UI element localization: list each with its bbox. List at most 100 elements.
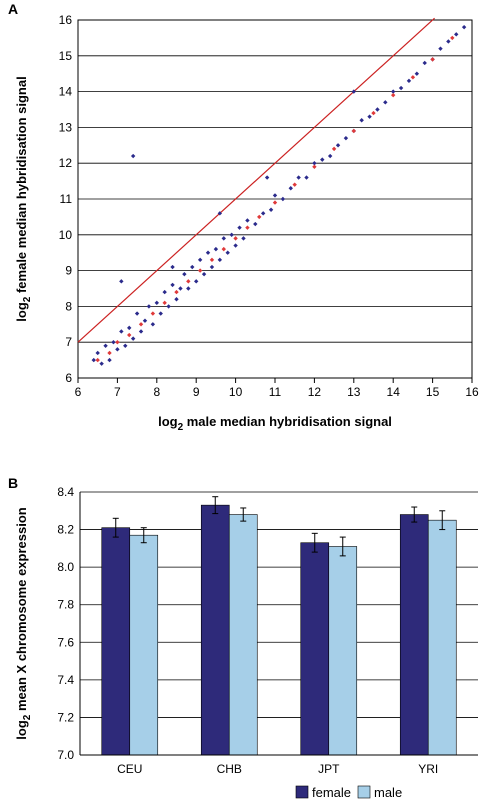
point: [461, 24, 467, 30]
y-tick-label: 16: [59, 13, 73, 27]
y-tick-label: 8.4: [57, 485, 74, 499]
point: [367, 114, 372, 119]
point: [320, 157, 325, 162]
point: [414, 71, 420, 76]
point: [186, 279, 191, 284]
point: [194, 279, 199, 284]
error-bar: [311, 532, 318, 553]
axis-label-rest: mean X chromosome expression: [14, 507, 29, 714]
point: [146, 304, 152, 309]
bar: [129, 534, 159, 756]
point: [245, 225, 250, 230]
bar: [228, 514, 258, 756]
point: [292, 182, 297, 187]
point: [134, 311, 140, 316]
point: [119, 279, 124, 284]
y-tick-label: 6: [65, 371, 72, 385]
point: [205, 250, 211, 255]
point: [162, 300, 167, 306]
point: [130, 153, 136, 159]
point: [327, 153, 333, 159]
point: [95, 357, 100, 363]
point: [229, 232, 234, 237]
point: [150, 311, 156, 316]
point: [170, 282, 175, 288]
point: [174, 297, 179, 302]
point: [119, 329, 124, 334]
point: [272, 200, 278, 205]
bar: [200, 504, 230, 756]
point: [383, 100, 388, 105]
point: [237, 225, 242, 230]
bar: [101, 527, 131, 756]
bar: [300, 542, 330, 756]
y-tick-label: 14: [59, 85, 73, 99]
legend-label: male: [374, 785, 402, 800]
y-tick-label: 8.2: [57, 523, 74, 537]
point: [288, 186, 293, 191]
x-tick-label: 9: [193, 385, 200, 399]
point: [260, 211, 266, 216]
point: [174, 289, 179, 295]
point: [398, 85, 404, 91]
point: [182, 271, 187, 277]
plot-frame: [77, 19, 473, 379]
point: [296, 175, 301, 180]
x-tick-label: 7: [114, 385, 121, 399]
x-tick-label: 15: [426, 385, 440, 399]
bar: [399, 514, 429, 756]
y-tick-label: 9: [65, 264, 72, 278]
point: [371, 110, 376, 116]
y-tick-label: 7.6: [57, 635, 74, 649]
y-tick-label: 7.4: [57, 673, 74, 687]
y-tick-label: 10: [59, 228, 73, 242]
axis-label: log2 female median hybridisation signal: [14, 76, 33, 321]
point: [241, 236, 246, 241]
point: [150, 322, 156, 327]
error-bar: [240, 507, 247, 522]
x-tick-label: 6: [75, 385, 82, 399]
point: [335, 143, 341, 148]
point: [158, 311, 163, 316]
point: [142, 318, 148, 323]
axis-label-main: log: [158, 414, 178, 429]
point: [197, 268, 203, 273]
point: [410, 75, 416, 80]
point: [391, 89, 396, 94]
point: [351, 128, 356, 134]
point: [209, 264, 215, 270]
error-bar: [339, 536, 346, 557]
x-tick-label: CEU: [117, 762, 142, 776]
point: [454, 32, 459, 37]
error-bar: [212, 496, 219, 515]
y-tick-label: 8: [65, 299, 72, 313]
point: [422, 60, 427, 66]
point: [217, 211, 223, 216]
point: [190, 264, 195, 270]
point: [111, 340, 116, 345]
point: [245, 218, 250, 223]
point: [115, 340, 120, 345]
point: [115, 347, 120, 352]
axis-label-sub: 2: [22, 714, 33, 720]
legend-swatch: [295, 785, 309, 799]
y-tick-label: 8.0: [57, 560, 74, 574]
point: [312, 161, 317, 166]
legend-swatch: [357, 785, 371, 799]
point: [304, 175, 309, 180]
panel-label: B: [8, 475, 18, 491]
x-tick-label: JPT: [318, 762, 340, 776]
y-tick-label: 7.0: [57, 748, 74, 762]
error-bar: [439, 510, 446, 531]
point: [233, 236, 238, 241]
point: [99, 361, 104, 366]
point: [201, 271, 207, 277]
point: [253, 221, 258, 227]
axis-label: log2 male median hybridisation signal: [158, 414, 392, 433]
point: [178, 286, 183, 291]
legend-label: female: [312, 785, 351, 800]
x-tick-label: 12: [308, 385, 322, 399]
point: [127, 332, 132, 338]
point: [127, 325, 132, 331]
